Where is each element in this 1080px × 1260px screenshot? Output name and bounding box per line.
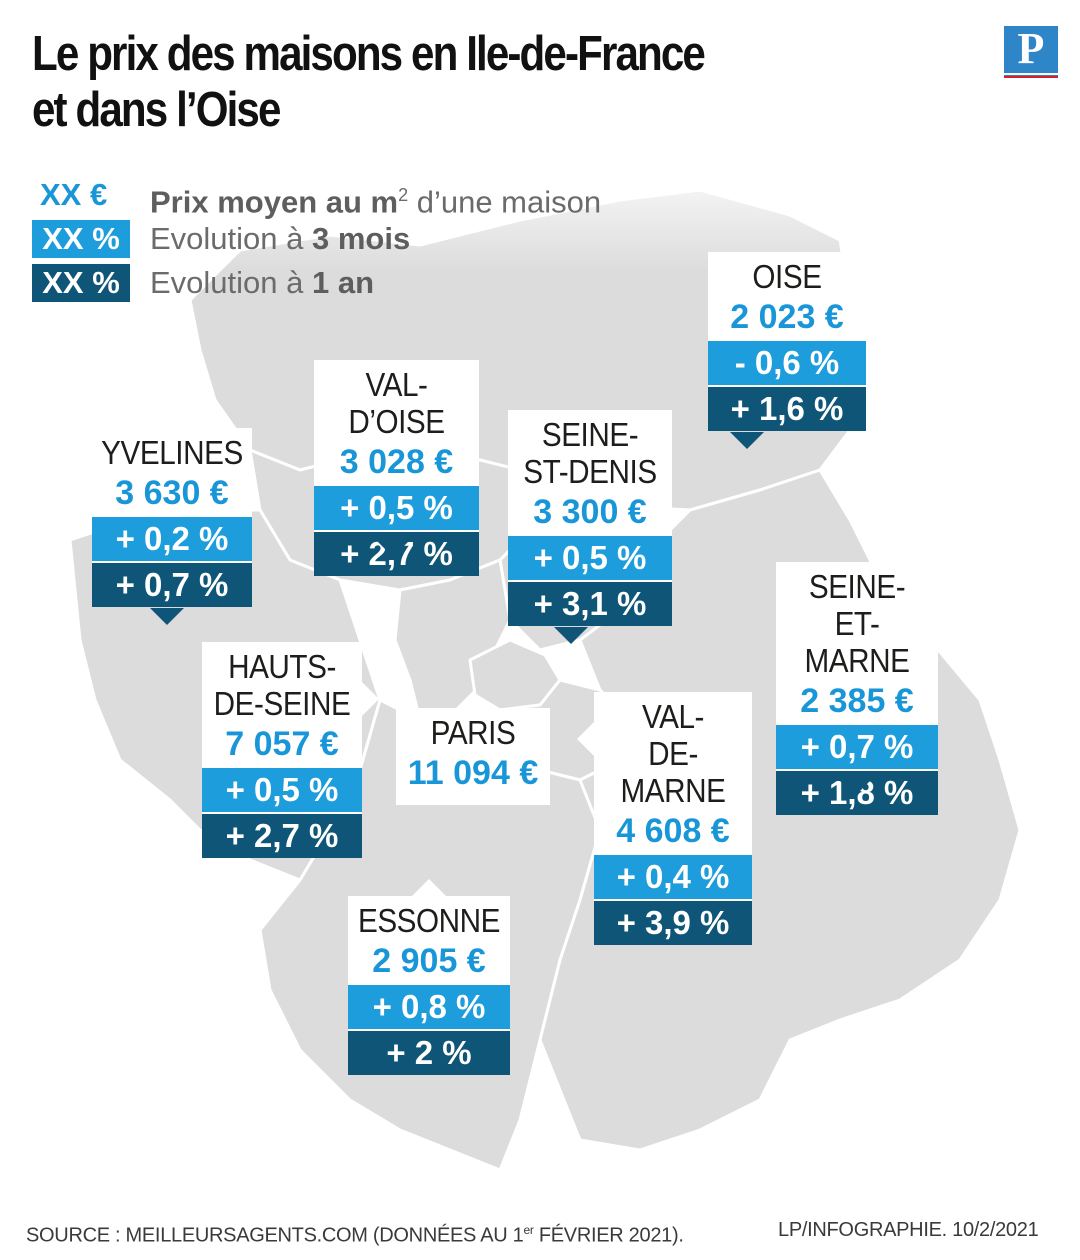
legend-three-month-chip: XX % [32, 220, 130, 258]
dept-seine-et-marne-name-1: SEINE- [808, 568, 906, 605]
dept-seine-st-denis-pointer [554, 627, 588, 644]
dept-val-de-marne-card: VAL- DE-MARNE 4 608 € [594, 692, 752, 853]
dept-yvelines-three-month: + 0,2 % [92, 515, 252, 561]
dept-essonne-three-month: + 0,8 % [348, 983, 510, 1029]
dept-yvelines-one-year: + 0,7 % [92, 561, 252, 607]
dept-seine-st-denis-one-year: + 3,1 % [508, 580, 672, 626]
dept-yvelines-card: YVELINES 3 630 € [92, 428, 252, 515]
dept-hauts-de-seine-price: 7 057 € [225, 725, 339, 763]
dept-seine-et-marne-card: SEINE- ET-MARNE 2 385 € [776, 562, 938, 723]
dept-essonne-card: ESSONNE 2 905 € [348, 896, 510, 983]
dept-seine-st-denis-price: 3 300 € [533, 493, 647, 531]
legend-one-year-bold: 1 an [312, 265, 375, 300]
legend-price-bold: Prix moyen au m [150, 184, 399, 220]
title-line-1: Le prix des maisons en Ile-de-France [32, 27, 706, 81]
legend-three-month-text: Evolution à 3 mois [150, 220, 410, 258]
logo-letter: P [1017, 24, 1045, 73]
legend-price-rest: d’une maison [408, 184, 602, 220]
dept-hauts-de-seine-one-year: + 2,7 % [202, 812, 362, 858]
dept-yvelines-name: YVELINES [101, 434, 243, 471]
dept-essonne-name: ESSONNE [357, 902, 501, 939]
dept-hauts-de-seine-name-2: DE-SEINE [213, 685, 351, 722]
legend-price-sup: 2 [398, 185, 409, 205]
dept-paris-price: 11 094 € [407, 754, 539, 792]
dept-seine-st-denis-card: SEINE- ST-DENIS 3 300 € [508, 410, 672, 534]
page-title: Le prix des maisons en Ile-de-France et … [32, 26, 806, 138]
dept-val-de-marne-pointer [577, 722, 594, 756]
legend-three-month-bold: 3 mois [312, 221, 411, 256]
footer-source-text: SOURCE : MEILLEURSAGENTS.COM (DONNÉES AU… [26, 1224, 524, 1247]
dept-seine-et-marne-price: 2 385 € [800, 682, 914, 720]
dept-val-doise-card: VAL-D’OISE 3 028 € [314, 360, 479, 484]
dept-seine-et-marne-name-2: ET-MARNE [804, 605, 910, 679]
dept-paris-pointer [456, 691, 490, 708]
dept-val-de-marne-name-2: DE-MARNE [620, 735, 726, 809]
legend-price-text: Prix moyen au m2 d’une maison [150, 176, 601, 221]
dept-paris-card: PARIS 11 094 € [396, 708, 550, 805]
dept-val-de-marne-three-month: + 0,4 % [594, 853, 752, 899]
dept-essonne-price: 2 905 € [372, 942, 486, 980]
dept-val-de-marne-name-1: VAL- [641, 698, 705, 735]
dept-val-de-marne-price: 4 608 € [616, 812, 730, 850]
dept-hauts-de-seine-card: HAUTS- DE-SEINE 7 057 € [202, 642, 362, 766]
dept-paris: PARIS 11 094 € [396, 691, 550, 805]
legend-one-year-text: Evolution à 1 an [150, 264, 374, 302]
dept-val-doise-name: VAL-D’OISE [348, 366, 445, 440]
dept-val-doise-price: 3 028 € [339, 443, 454, 481]
dept-oise-three-month: - 0,6 % [708, 339, 866, 385]
dept-hauts-de-seine-pointer [362, 682, 379, 716]
dept-val-de-marne: VAL- DE-MARNE 4 608 € + 0,4 % + 3,9 % [577, 692, 752, 945]
dept-val-doise-pointer [376, 540, 410, 557]
footer-source: SOURCE : MEILLEURSAGENTS.COM (DONNÉES AU… [26, 1216, 684, 1250]
dept-essonne-pointer [412, 879, 446, 896]
legend-one-year-chip: XX % [32, 264, 130, 302]
dept-paris-name: PARIS [430, 714, 516, 751]
footer-credit: LP/INFOGRAPHIE. 10/2/2021 [778, 1219, 1039, 1241]
dept-yvelines-pointer [150, 608, 184, 625]
dept-hauts-de-seine-three-month: + 0,5 % [202, 766, 362, 812]
dept-oise-name: OISE [752, 258, 822, 295]
title-line-2: et dans l’Oise [32, 83, 281, 137]
dept-seine-et-marne-three-month: + 0,7 % [776, 723, 938, 769]
dept-val-doise: VAL-D’OISE 3 028 € + 0,5 % + 2,7 % [314, 360, 479, 576]
dept-essonne-one-year: + 2 % [348, 1029, 510, 1075]
legend-one-year-label: Evolution à [150, 265, 312, 300]
footer-source-sup: er [523, 1223, 534, 1237]
dept-oise-pointer [730, 432, 764, 449]
dept-seine-et-marne: SEINE- ET-MARNE 2 385 € + 0,7 % + 1,8 % [776, 562, 938, 815]
le-parisien-logo: P [1004, 26, 1058, 78]
dept-val-doise-three-month: + 0,5 % [314, 484, 479, 530]
dept-hauts-de-seine: HAUTS- DE-SEINE 7 057 € + 0,5 % + 2,7 % [202, 642, 379, 858]
dept-seine-st-denis-name-1: SEINE- [541, 416, 639, 453]
legend-price-chip: XX € [40, 177, 108, 212]
dept-seine-st-denis-three-month: + 0,5 % [508, 534, 672, 580]
dept-essonne: ESSONNE 2 905 € + 0,8 % + 2 % [348, 879, 510, 1075]
dept-val-de-marne-one-year: + 3,9 % [594, 899, 752, 945]
dept-yvelines: YVELINES 3 630 € + 0,2 % + 0,7 % [92, 428, 252, 625]
dept-oise-card: OISE 2 023 € [708, 252, 866, 339]
logo-bar-white [1004, 73, 1058, 75]
dept-hauts-de-seine-name-1: HAUTS- [228, 648, 336, 685]
dept-oise-price: 2 023 € [730, 298, 844, 336]
dept-seine-et-marne-pointer [838, 779, 872, 796]
dept-seine-st-denis: SEINE- ST-DENIS 3 300 € + 0,5 % + 3,1 % [508, 410, 672, 644]
dept-oise: OISE 2 023 € - 0,6 % + 1,6 % [708, 252, 866, 449]
dept-oise-one-year: + 1,6 % [708, 385, 866, 431]
logo-bar-red [1004, 76, 1058, 78]
legend-three-month-label: Evolution à [150, 221, 312, 256]
dept-yvelines-price: 3 630 € [115, 474, 229, 512]
dept-seine-st-denis-name-2: ST-DENIS [523, 453, 657, 490]
footer-source-end: FÉVRIER 2021). [533, 1224, 684, 1247]
